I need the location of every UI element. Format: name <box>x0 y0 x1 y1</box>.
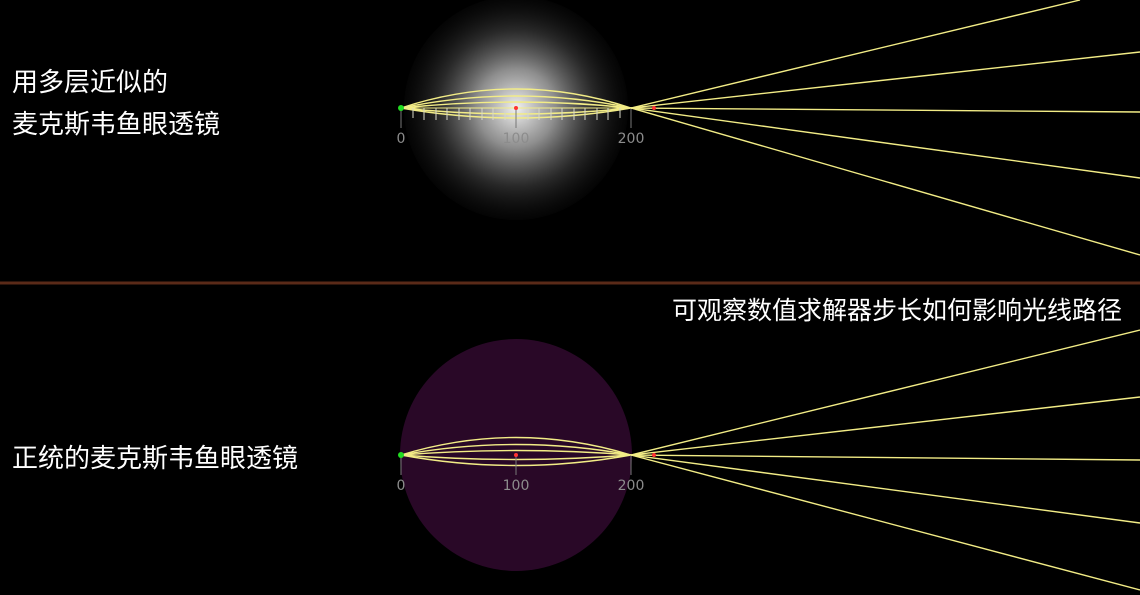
top-panel-title: 用多层近似的 麦克斯韦鱼眼透镜 <box>12 62 220 146</box>
top-tick-100: 100 <box>503 131 530 147</box>
top-center-point <box>514 106 518 110</box>
top-tick-0: 0 <box>397 131 406 147</box>
bottom-ruler <box>400 455 632 475</box>
top-outgoing-rays <box>630 0 1140 256</box>
bottom-source-point <box>398 452 404 458</box>
top-title-line2: 麦克斯韦鱼眼透镜 <box>12 110 221 140</box>
bottom-outgoing-rays <box>630 329 1140 591</box>
bottom-focus-point <box>652 453 656 457</box>
bottom-center-point <box>514 453 518 457</box>
solver-step-note: 可观察数值求解器步长如何影响光线路径 <box>671 296 1122 325</box>
top-focus-point <box>652 106 656 110</box>
bottom-tick-0: 0 <box>397 478 406 494</box>
top-tick-200: 200 <box>618 131 645 147</box>
top-title-line1: 用多层近似的 <box>12 68 169 98</box>
top-source-point <box>398 105 404 111</box>
bottom-tick-100: 100 <box>503 478 530 494</box>
bottom-tick-200: 200 <box>618 478 645 494</box>
bottom-panel-title: 正统的麦克斯韦鱼眼透镜 <box>12 444 299 474</box>
